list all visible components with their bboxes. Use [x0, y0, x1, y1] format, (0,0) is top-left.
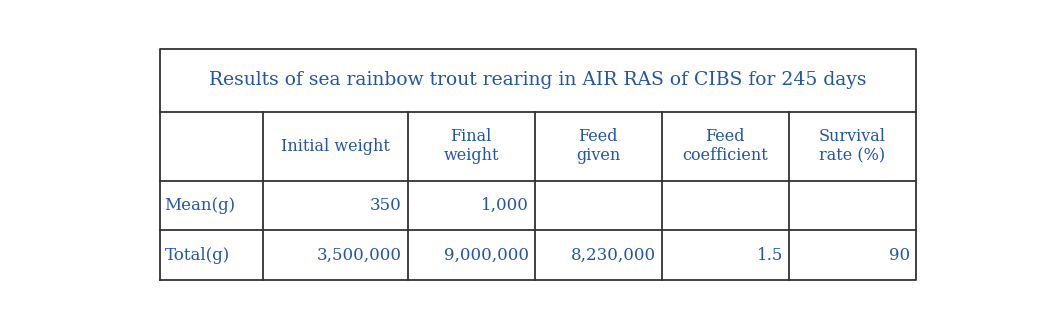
Text: 9,000,000: 9,000,000 — [444, 247, 529, 264]
Text: Initial weight: Initial weight — [281, 138, 389, 155]
Text: Feed
given: Feed given — [576, 128, 620, 164]
Text: 1.5: 1.5 — [756, 247, 783, 264]
Text: 8,230,000: 8,230,000 — [571, 247, 656, 264]
Text: Final
weight: Final weight — [444, 128, 498, 164]
Text: Survival
rate (%): Survival rate (%) — [818, 128, 885, 164]
Text: Mean(g): Mean(g) — [165, 197, 236, 214]
Text: Results of sea rainbow trout rearing in AIR RAS of CIBS for 245 days: Results of sea rainbow trout rearing in … — [209, 71, 866, 89]
Text: 90: 90 — [889, 247, 909, 264]
Text: 350: 350 — [370, 197, 402, 214]
Text: 3,500,000: 3,500,000 — [317, 247, 402, 264]
Text: 1,000: 1,000 — [481, 197, 529, 214]
Text: Feed
coefficient: Feed coefficient — [682, 128, 768, 164]
Text: Total(g): Total(g) — [165, 247, 230, 264]
